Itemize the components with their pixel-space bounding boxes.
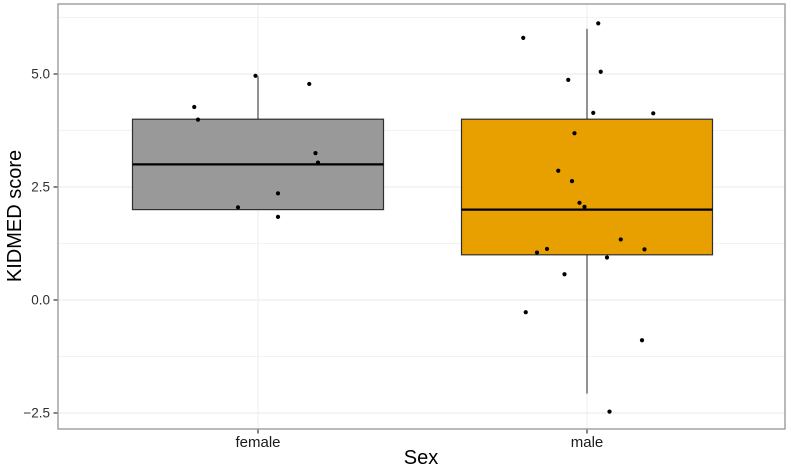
jitter-point-female (315, 160, 321, 165)
jitter-point-male (607, 409, 612, 414)
jitter-point-female (192, 104, 197, 110)
y-tick-label: 5.0 (31, 67, 50, 82)
jitter-point-female (307, 81, 312, 87)
jitter-point-male (572, 131, 577, 136)
plot-layer: 5.0 2.5 0.0 −2.5 female male (23, 3, 786, 451)
jitter-point-male (604, 255, 610, 260)
jitter-point-male (523, 310, 528, 315)
panel-border (57, 3, 786, 430)
jitter-point-male (556, 168, 561, 173)
x-tick-label-male: male (571, 434, 604, 451)
jitter-point-male (591, 110, 596, 115)
jitter-point-male (577, 200, 582, 205)
jitter-point-male (566, 77, 571, 82)
jitter-point-male (569, 179, 575, 184)
jitter-point-male (651, 111, 656, 116)
jitter-point-female (275, 214, 281, 219)
jitter-point-male (596, 21, 601, 26)
jitter-point-male (562, 272, 567, 277)
jitter-point-male (639, 338, 645, 343)
jitter-point-female (235, 205, 241, 210)
x-axis-title: Sex (404, 447, 438, 469)
y-axis-title: KIDMED score (4, 150, 26, 282)
jitter-point-female (313, 151, 318, 156)
jitter-point-male (521, 35, 526, 40)
jitter-point-male (598, 69, 603, 74)
box-male (460, 118, 714, 256)
jitter-point-male (534, 250, 540, 255)
jitter-point-male (642, 247, 647, 252)
jitter-point-male (582, 204, 587, 209)
jitter-point-female (253, 73, 258, 78)
y-tick-label: −2.5 (23, 406, 50, 421)
jitter-point-male (618, 237, 623, 242)
y-tick-label: 0.0 (31, 293, 50, 308)
x-tick-label-female: female (235, 434, 280, 451)
jitter-point-female (195, 117, 201, 122)
jitter-point-female (275, 191, 281, 196)
jitter-point-male (544, 246, 550, 252)
y-tick-label: 2.5 (31, 180, 50, 195)
